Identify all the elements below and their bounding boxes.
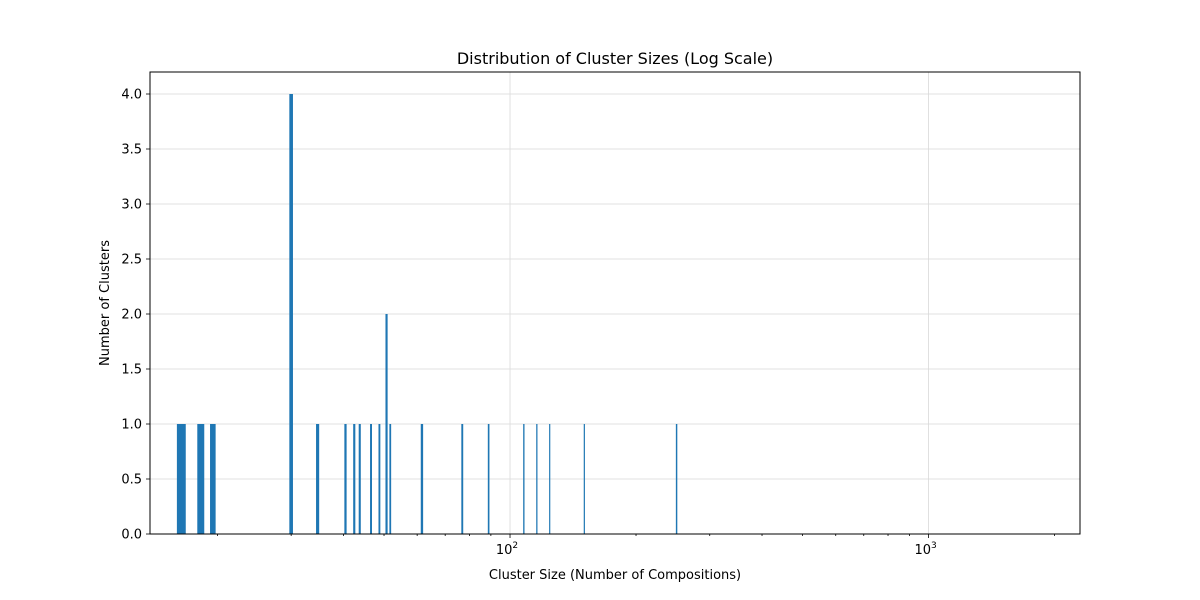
x-tick-label: 103 bbox=[914, 541, 936, 558]
y-tick-label: 4.0 bbox=[121, 88, 142, 103]
histogram-bar bbox=[385, 314, 388, 534]
x-axis-title: Cluster Size (Number of Compositions) bbox=[489, 568, 741, 583]
histogram-bar bbox=[197, 424, 205, 534]
chart-title: Distribution of Cluster Sizes (Log Scale… bbox=[457, 49, 773, 68]
histogram-bar bbox=[370, 424, 372, 534]
histogram-bar bbox=[583, 424, 585, 534]
histogram-bar bbox=[420, 424, 424, 534]
histogram-bar bbox=[523, 424, 525, 534]
x-tick-exponent: 2 bbox=[512, 541, 518, 551]
histogram-bar bbox=[316, 424, 320, 534]
x-tick-label: 102 bbox=[496, 541, 518, 558]
y-tick-label: 3.5 bbox=[121, 143, 142, 158]
histogram-bar bbox=[210, 424, 216, 534]
y-tick-label: 0.5 bbox=[121, 473, 142, 488]
histogram-bar bbox=[536, 424, 538, 534]
histogram-bar bbox=[549, 424, 551, 534]
x-tick-exponent: 3 bbox=[931, 541, 937, 551]
y-tick-label: 1.0 bbox=[121, 418, 142, 433]
histogram-bar bbox=[487, 424, 490, 534]
histogram-bar bbox=[378, 424, 381, 534]
x-tick-base: 10 bbox=[496, 543, 513, 558]
y-tick-label: 1.5 bbox=[121, 363, 142, 378]
y-axis-title: Number of Clusters bbox=[98, 240, 113, 366]
histogram-bar bbox=[461, 424, 464, 534]
histogram-bar bbox=[289, 94, 293, 534]
histogram-bar bbox=[176, 424, 186, 534]
histogram-bar bbox=[389, 424, 392, 534]
x-tick-base: 10 bbox=[914, 543, 931, 558]
y-tick-label: 0.0 bbox=[121, 528, 142, 543]
bars bbox=[176, 94, 678, 534]
y-axis: 0.0 0.5 1.0 1.5 2.0 2.5 3.0 3.5 4.0 bbox=[121, 88, 150, 543]
histogram-bar bbox=[344, 424, 347, 534]
histogram-bar bbox=[675, 424, 678, 534]
x-axis: 102 103 bbox=[217, 534, 1055, 558]
y-tick-label: 3.0 bbox=[121, 198, 142, 213]
histogram-bar bbox=[353, 424, 356, 534]
y-tick-label: 2.0 bbox=[121, 308, 142, 323]
grid bbox=[150, 72, 1080, 535]
plot-frame bbox=[149, 71, 1081, 535]
y-tick-label: 2.5 bbox=[121, 253, 142, 268]
histogram-bar bbox=[358, 424, 361, 534]
